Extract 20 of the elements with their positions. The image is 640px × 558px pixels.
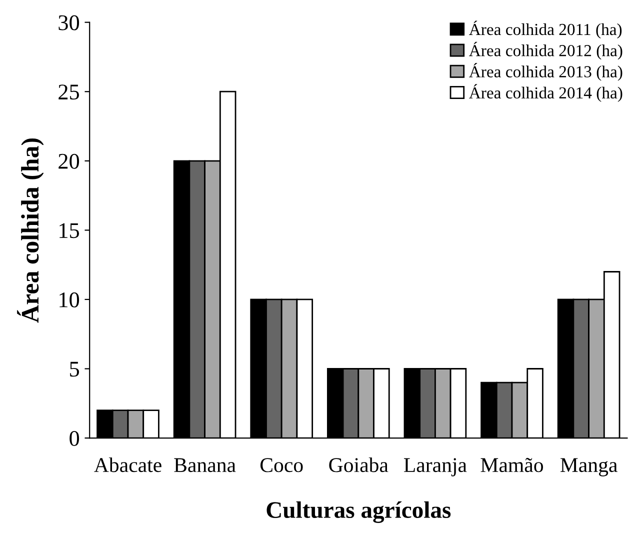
x-tick-label: Goiaba [329, 457, 388, 472]
x-tick-label: Banana [174, 458, 236, 472]
y-tick-label: 25 [58, 84, 80, 100]
y-axis-title: Área colhida (ha) [17, 138, 44, 323]
y-tick-label: 20 [58, 154, 80, 169]
x-tick-label: Abacate [94, 457, 162, 472]
legend-label: Área colhida 2012 (ha) [469, 42, 622, 60]
x-tick-label: Laranja [404, 458, 467, 476]
legend-label: Área colhida 2014 (ha) [469, 84, 622, 102]
x-axis-title: Culturas agrícolas [266, 501, 451, 523]
y-tick-label: 10 [60, 292, 80, 308]
x-tick-label: Coco [260, 458, 303, 472]
x-tick-label: Mamão [480, 458, 544, 472]
y-tick-label: 30 [58, 15, 80, 30]
y-tick-label: 0 [70, 430, 80, 446]
y-tick-label: 5 [70, 362, 80, 377]
legend-label: Área colhida 2011 (ha) [469, 20, 622, 38]
y-tick-label: 15 [60, 223, 80, 238]
legend-label: Área colhida 2013 (ha) [469, 62, 622, 81]
x-tick-label: Manga [560, 458, 618, 476]
